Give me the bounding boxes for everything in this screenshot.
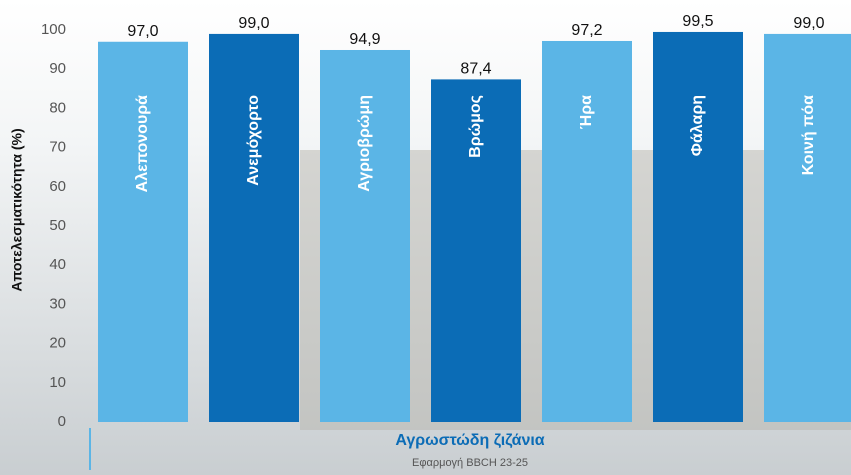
value-label: 87,4 (460, 61, 491, 78)
y-tick-label: 40 (49, 256, 66, 273)
category-label: Ανεμόχορτο (245, 95, 262, 186)
y-tick-label: 20 (49, 335, 66, 352)
category-label: Ήρα (578, 95, 595, 129)
bar (653, 32, 743, 422)
value-label: 99,0 (793, 15, 824, 32)
value-label: 99,5 (682, 13, 713, 30)
x-axis-title: Αγρωστώδη ζιζάνια (395, 432, 544, 449)
y-tick-label: 90 (49, 60, 66, 77)
y-tick-label: 30 (49, 295, 66, 312)
y-axis-title: Αποτελεσματικότητα (%) (9, 128, 25, 291)
y-tick-label: 50 (49, 217, 66, 234)
category-label: Αλεπονουρά (134, 95, 151, 193)
category-label: Βρώμος (467, 95, 484, 158)
category-label: Κοινή πόα (800, 95, 817, 176)
bar (764, 34, 851, 422)
y-tick-label: 10 (49, 374, 66, 391)
chart: Αποτελεσματικότητα (%) Αγρωστώδη ζιζάνια… (0, 0, 851, 475)
y-tick-label: 0 (58, 413, 66, 430)
value-label: 97,0 (127, 23, 158, 40)
y-tick-label: 70 (49, 139, 66, 156)
category-label: Αγριοβρώμη (356, 95, 373, 192)
value-label: 97,2 (571, 22, 602, 39)
category-label: Φάλαρη (689, 95, 706, 156)
x-axis-subtitle: Εφαρμογή BBCH 23-25 (412, 457, 528, 469)
value-label: 99,0 (238, 15, 269, 32)
bar (209, 34, 299, 422)
y-tick-label: 60 (49, 178, 66, 195)
y-tick-label: 80 (49, 99, 66, 116)
value-label: 94,9 (349, 31, 380, 48)
y-tick-label: 100 (41, 21, 66, 38)
